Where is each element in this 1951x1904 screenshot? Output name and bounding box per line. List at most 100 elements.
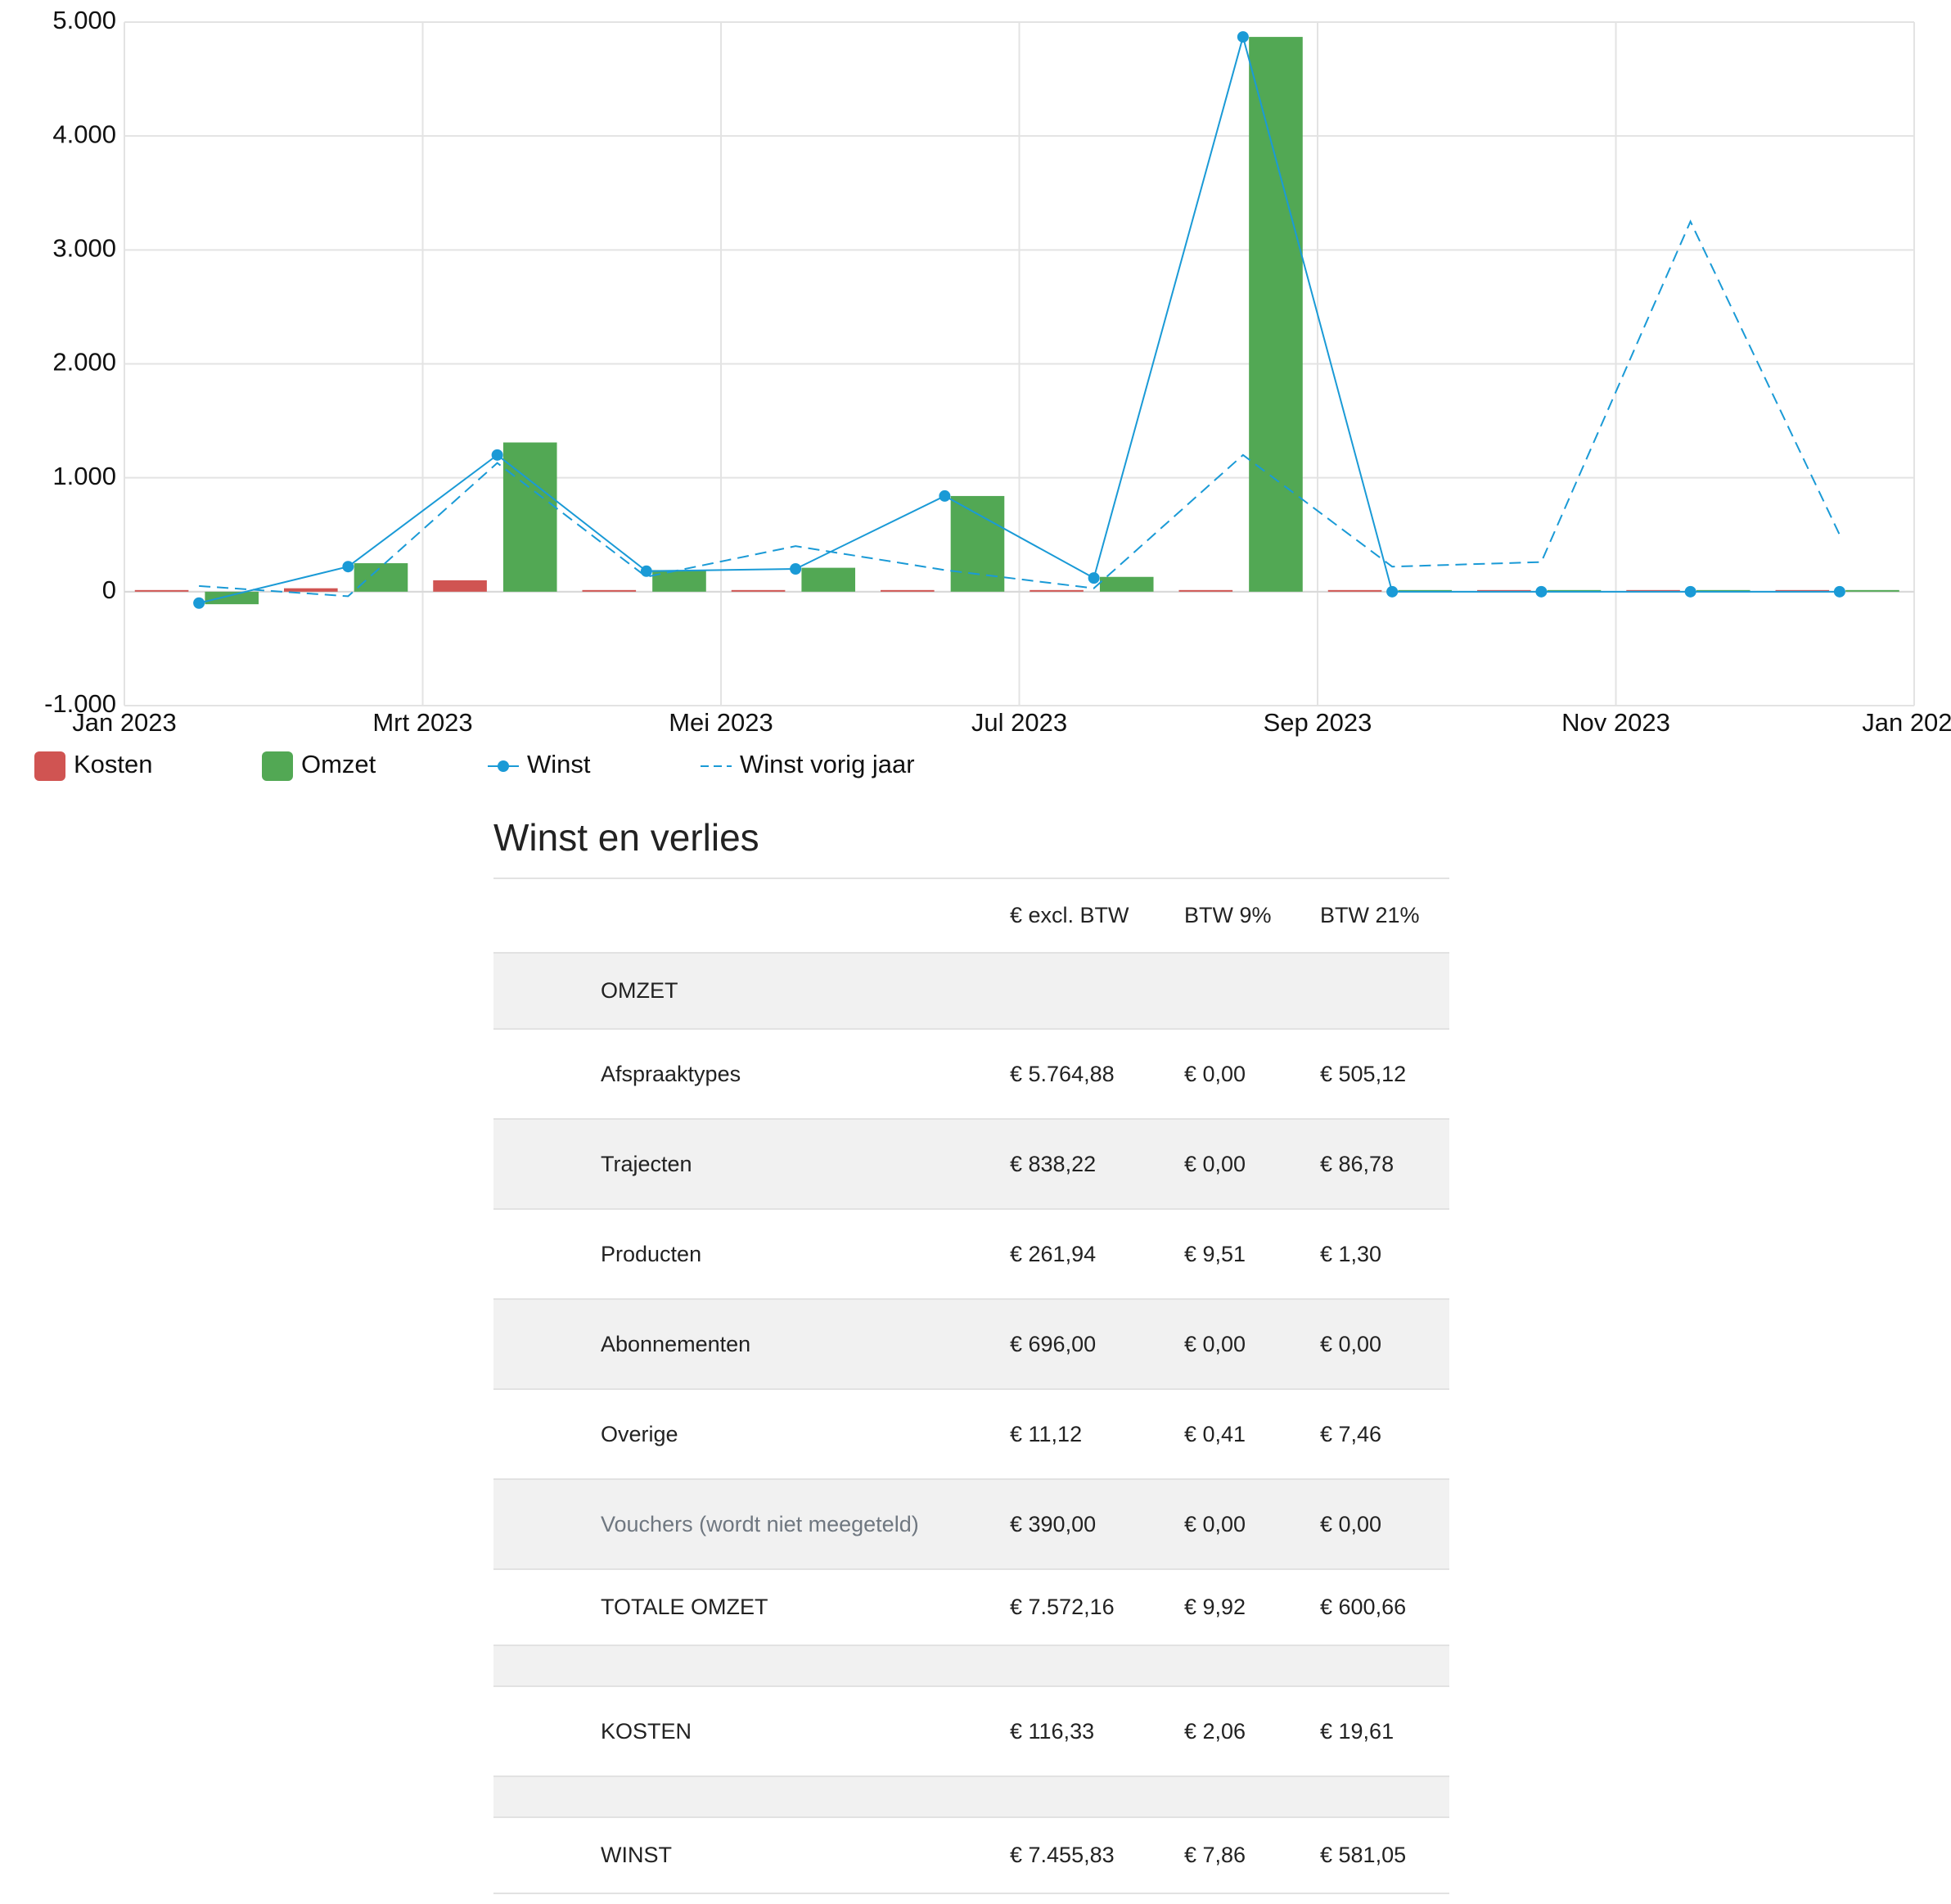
row-value: € 838,22: [1010, 1118, 1184, 1209]
button-cell: [493, 1568, 601, 1645]
header-row: € excl. BTW BTW 9% BTW 21%: [493, 878, 1449, 953]
report-row: Afspraaktypes € 5.764,88 € 0,00 € 505,12: [493, 1028, 1449, 1119]
button-cell: [493, 1208, 601, 1299]
row-value: € 0,00: [1184, 1028, 1320, 1119]
bar: [354, 563, 408, 592]
x-tick-label: Jul 2023: [971, 708, 1067, 737]
row-value: € 505,12: [1320, 1028, 1449, 1119]
row-value: € 0,00: [1320, 1478, 1449, 1569]
report-row: WINST € 7.455,83 € 7,86 € 581,05: [493, 1816, 1449, 1894]
y-tick-label: 0: [102, 575, 116, 604]
button-cell: [493, 1388, 601, 1479]
row-value: € 19,61: [1320, 1685, 1449, 1776]
line-marker: [1684, 585, 1696, 598]
row-value: € 581,05: [1320, 1816, 1449, 1894]
y-tick-label: 2.000: [52, 348, 116, 377]
row-label: Afspraaktypes: [601, 1028, 1010, 1119]
legend-swatch: [34, 751, 65, 781]
legend-label: Omzet: [301, 750, 376, 778]
button-cell: [493, 1478, 601, 1569]
bar: [1249, 37, 1303, 592]
bar: [652, 570, 706, 592]
row-label: KOSTEN: [601, 1685, 1010, 1776]
line-marker: [491, 449, 503, 461]
row-value: € 0,00: [1184, 1118, 1320, 1209]
header-cell: € excl. BTW: [1010, 878, 1184, 953]
row-value: € 0,41: [1184, 1388, 1320, 1479]
row-label: OMZET: [601, 952, 1010, 1029]
bar: [731, 589, 786, 592]
report-row: OMZET: [493, 952, 1449, 1029]
report-row: Trajecten € 838,22 € 0,00 € 86,78: [493, 1118, 1449, 1209]
legend-label: Kosten: [74, 750, 153, 778]
bar: [433, 580, 487, 592]
x-tick-label: Jan 2024: [1862, 708, 1951, 737]
legend-item: Winst: [488, 750, 591, 778]
legend-item: Winst vorig jaar: [701, 750, 915, 778]
report-row: Vouchers (wordt niet meegeteld) € 390,00 €…: [493, 1478, 1449, 1569]
line-marker: [1237, 31, 1249, 43]
button-cell: [493, 952, 601, 1029]
row-label: TOTALE OMZET: [601, 1568, 1010, 1645]
row-label: WINST: [601, 1816, 1010, 1894]
button-cell: [493, 1028, 601, 1119]
row-label: Producten: [601, 1208, 1010, 1299]
bar: [284, 588, 338, 592]
row-value: € 7,46: [1320, 1388, 1449, 1479]
legend-item: Kosten: [34, 750, 153, 781]
legend-label: Winst vorig jaar: [740, 750, 915, 778]
line-marker: [790, 563, 802, 575]
line-marker: [1535, 585, 1548, 598]
row-value: € 7,86: [1184, 1816, 1320, 1894]
bar: [502, 442, 557, 592]
line-marker: [193, 597, 205, 609]
row-value: € 696,00: [1010, 1298, 1184, 1389]
button-cell: [493, 1685, 601, 1776]
row-value: € 0,00: [1184, 1298, 1320, 1389]
bar: [1327, 589, 1382, 592]
row-value: € 261,94: [1010, 1208, 1184, 1299]
legend-label: Winst: [527, 750, 591, 778]
legend-marker: [498, 760, 509, 772]
bar: [950, 495, 1005, 592]
report-title: Winst en verlies: [493, 816, 759, 859]
report-table: € excl. BTW BTW 9% BTW 21% OMZET Afspraaktyp…: [493, 878, 1449, 1894]
x-tick-label: Sep 2023: [1264, 708, 1372, 737]
row-value: [1010, 952, 1184, 1029]
x-tick-label: Jan 2023: [72, 708, 177, 737]
row-value: [1184, 952, 1320, 1029]
button-cell: [493, 1118, 601, 1209]
row-label: Trajecten: [601, 1118, 1010, 1209]
report-row: TOTALE OMZET € 7.572,16 € 9,92 € 600,66: [493, 1568, 1449, 1645]
bar: [582, 589, 637, 592]
spacer-cell: [493, 1645, 1449, 1686]
row-value: € 0,00: [1184, 1478, 1320, 1569]
y-tick-label: 3.000: [52, 234, 116, 263]
report-row: Producten € 261,94 € 9,51 € 1,30: [493, 1208, 1449, 1299]
legend-swatch: [262, 751, 293, 781]
report-row: Abonnementen € 696,00 € 0,00 € 0,00: [493, 1298, 1449, 1389]
y-tick-label: -1.000: [44, 689, 116, 718]
y-tick-label: 1.000: [52, 462, 116, 490]
row-value: € 1,30: [1320, 1208, 1449, 1299]
bar: [1845, 589, 1899, 592]
row-label: Abonnementen: [601, 1298, 1010, 1389]
row-value: € 11,12: [1010, 1388, 1184, 1479]
row-label: Vouchers (wordt niet meegeteld): [601, 1478, 1010, 1569]
row-value: € 390,00: [1010, 1478, 1184, 1569]
line-marker: [342, 561, 354, 573]
row-label: Overige: [601, 1388, 1010, 1479]
spacer-row: [493, 1645, 1449, 1686]
x-tick-label: Mrt 2023: [372, 708, 472, 737]
row-value: € 5.764,88: [1010, 1028, 1184, 1119]
header-cell: [493, 878, 601, 953]
spacer-row: [493, 1775, 1449, 1817]
legend-item: Omzet: [262, 750, 376, 781]
bar: [1178, 589, 1233, 592]
line-marker: [1386, 585, 1399, 598]
bar: [1030, 589, 1084, 592]
y-tick-label: 5.000: [52, 6, 116, 34]
chart: -1.000 0 1.000 2.000 3.000 4.000 5.000 Jan 2023…: [34, 6, 1951, 781]
